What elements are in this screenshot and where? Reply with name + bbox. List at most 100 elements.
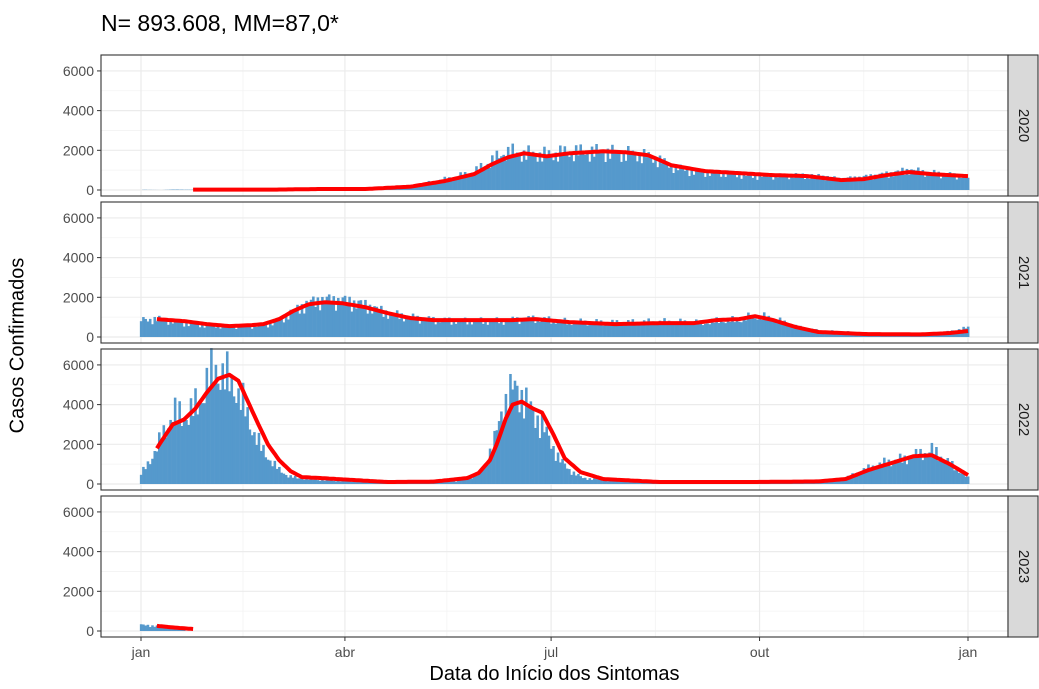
- bar: [599, 479, 603, 484]
- bar: [244, 324, 247, 337]
- bar: [688, 176, 691, 190]
- bar: [341, 480, 345, 484]
- bar: [785, 325, 789, 337]
- bar: [923, 176, 927, 190]
- bar: [275, 468, 279, 484]
- bar: [289, 309, 292, 337]
- bar: [191, 416, 195, 484]
- bar: [481, 323, 485, 337]
- panel-background: [101, 496, 1008, 637]
- bar: [549, 448, 553, 484]
- bar: [527, 145, 530, 190]
- bar: [151, 625, 154, 631]
- bar: [960, 330, 963, 337]
- bar: [291, 477, 295, 484]
- bar: [719, 321, 723, 337]
- facet-strip-label: 2023: [1015, 550, 1032, 583]
- bar: [731, 316, 734, 337]
- bar: [663, 158, 666, 190]
- bar: [547, 316, 551, 337]
- bar: [509, 320, 512, 337]
- bar: [155, 625, 159, 631]
- bar: [708, 324, 712, 337]
- bar: [500, 156, 503, 190]
- bar: [407, 317, 410, 337]
- bar: [583, 320, 587, 337]
- bar: [255, 326, 258, 337]
- bar: [622, 481, 626, 484]
- bar: [534, 155, 537, 190]
- bar: [656, 167, 660, 190]
- bar: [305, 300, 308, 337]
- bar: [862, 468, 866, 484]
- bar: [416, 315, 419, 337]
- bar: [645, 157, 648, 190]
- bar: [835, 180, 839, 190]
- bar: [876, 177, 879, 190]
- moving-average-line: [156, 623, 194, 631]
- bar: [638, 324, 641, 337]
- bar: [504, 393, 508, 484]
- bar: [370, 313, 374, 337]
- bar: [497, 323, 501, 337]
- bar: [509, 157, 512, 190]
- bar: [332, 296, 336, 337]
- bar: [522, 321, 526, 337]
- bar: [724, 323, 727, 337]
- bar: [588, 478, 592, 484]
- bar: [284, 474, 288, 484]
- bar: [583, 154, 587, 190]
- bar: [883, 457, 886, 484]
- bar: [502, 425, 505, 484]
- bar: [579, 476, 582, 484]
- bar: [604, 479, 607, 484]
- bar: [325, 479, 329, 484]
- bar: [534, 323, 537, 337]
- bar: [495, 317, 499, 337]
- bar: [486, 324, 490, 337]
- bar: [194, 388, 197, 484]
- bar: [466, 175, 469, 190]
- bar: [837, 480, 841, 484]
- bar: [917, 167, 920, 190]
- bar: [792, 328, 795, 337]
- bar: [420, 318, 424, 337]
- bar: [237, 324, 240, 337]
- bar: [180, 425, 184, 484]
- bar: [649, 155, 653, 190]
- bar: [506, 412, 510, 484]
- bar: [146, 624, 150, 631]
- bar: [445, 321, 449, 337]
- bar: [862, 175, 866, 190]
- bar: [898, 171, 902, 190]
- bar: [321, 296, 324, 337]
- bar: [318, 310, 322, 337]
- bar: [606, 323, 610, 337]
- facet-strip-label: 2021: [1015, 256, 1032, 289]
- bar: [903, 455, 906, 484]
- y-tick-label: 4000: [63, 397, 94, 413]
- bar: [443, 317, 447, 337]
- bar: [722, 322, 725, 337]
- bar: [819, 179, 823, 190]
- bar: [488, 167, 492, 190]
- bar: [330, 480, 333, 484]
- bar: [438, 482, 442, 484]
- bar: [864, 174, 868, 190]
- bar: [391, 313, 394, 337]
- bar: [903, 174, 906, 190]
- bar: [189, 321, 193, 337]
- bar: [266, 459, 270, 484]
- bar: [368, 304, 372, 337]
- bar: [824, 180, 827, 190]
- bar: [248, 324, 252, 337]
- bar: [946, 458, 950, 484]
- bar: [504, 160, 508, 190]
- bar: [953, 470, 956, 484]
- bar: [160, 626, 163, 631]
- bar: [160, 318, 163, 337]
- bar: [303, 479, 306, 484]
- bar: [923, 453, 927, 484]
- bar: [529, 155, 533, 190]
- bar: [674, 164, 678, 190]
